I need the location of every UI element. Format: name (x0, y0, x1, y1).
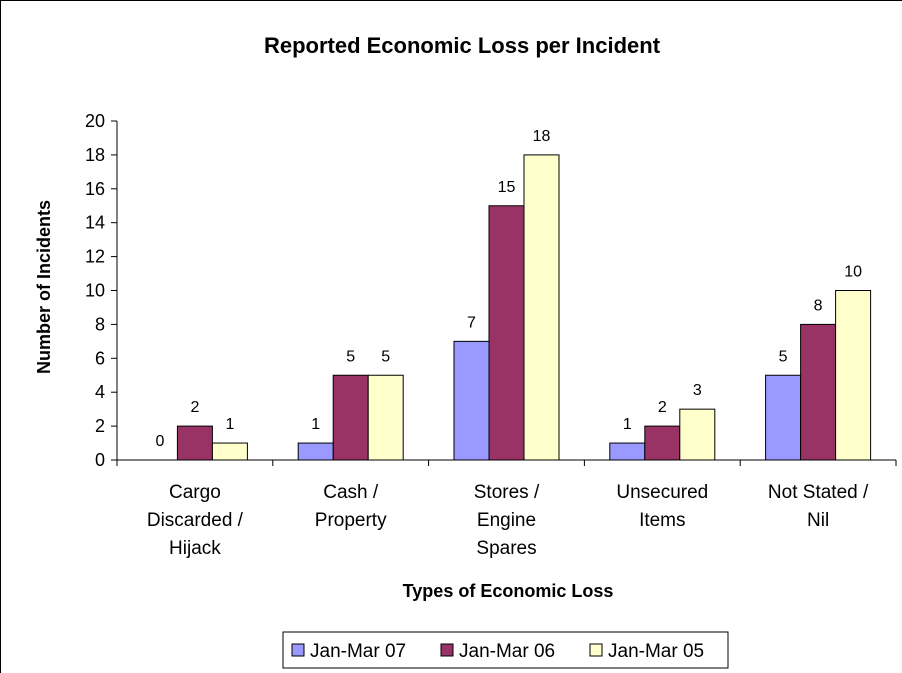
bar (800, 323, 837, 461)
y-tick-label: 6 (95, 348, 105, 368)
data-label: 10 (844, 264, 862, 281)
y-tick-label: 18 (85, 145, 105, 165)
bar (765, 374, 802, 461)
bar (453, 340, 490, 461)
category-label: Stores / Engine Spares (474, 482, 540, 559)
y-tick-label: 2 (95, 416, 105, 436)
chart-title: Reported Economic Loss per Incident (264, 33, 661, 58)
y-axis-title: Number of Incidents (34, 200, 54, 374)
y-tick-label: 20 (85, 111, 105, 131)
x-axis-title: Types of Economic Loss (403, 581, 614, 601)
bar (176, 425, 213, 461)
data-label: 3 (693, 382, 702, 399)
legend-swatch (589, 643, 603, 657)
bar (332, 374, 369, 461)
legend-swatch (440, 643, 454, 657)
bar (488, 205, 525, 461)
data-label: 2 (190, 399, 199, 416)
y-tick-label: 0 (95, 450, 105, 470)
category-label: Unsecured Items (616, 482, 708, 531)
data-label: 5 (346, 348, 355, 365)
legend-box (282, 631, 729, 669)
y-tick-label: 12 (85, 247, 105, 267)
category-labels: Cargo Discarded / Hijack Cash / Property Stor… (147, 482, 869, 559)
bar (644, 425, 681, 461)
data-label: 1 (311, 416, 320, 433)
category-label: Cargo Discarded / Hijack (147, 482, 244, 559)
data-label: 1 (623, 416, 632, 433)
y-tick-label: 16 (85, 179, 105, 199)
bar (609, 442, 646, 461)
data-label: 2 (658, 399, 667, 416)
data-label: 7 (467, 314, 476, 331)
bar (523, 154, 560, 461)
legend: Jan-Mar 07 Jan-Mar 06 Jan-Mar 05 (282, 631, 729, 669)
legend-label: Jan-Mar 05 (608, 641, 704, 662)
category-label: Not Stated / Nil (768, 482, 869, 531)
data-label: 15 (498, 179, 516, 196)
data-label: 1 (225, 416, 234, 433)
bar (211, 442, 248, 461)
y-axis-ticks: 0 2 4 6 8 10 12 14 16 18 20 (85, 111, 117, 470)
legend-label: Jan-Mar 07 (310, 641, 406, 662)
y-tick-label: 4 (95, 382, 105, 402)
legend-swatch (291, 643, 305, 657)
bar (679, 408, 716, 461)
category-label: Cash / Property (315, 482, 387, 531)
data-label: 8 (814, 297, 823, 314)
bar (297, 442, 334, 461)
bar (367, 374, 404, 461)
legend-label: Jan-Mar 06 (459, 641, 555, 662)
data-label: 5 (779, 348, 788, 365)
y-tick-label: 10 (85, 281, 105, 301)
data-label: 18 (533, 128, 551, 145)
y-tick-label: 8 (95, 314, 105, 334)
bars (176, 154, 872, 461)
bar (835, 290, 872, 461)
data-label: 0 (155, 433, 164, 450)
y-tick-label: 14 (85, 213, 105, 233)
data-label: 5 (381, 348, 390, 365)
